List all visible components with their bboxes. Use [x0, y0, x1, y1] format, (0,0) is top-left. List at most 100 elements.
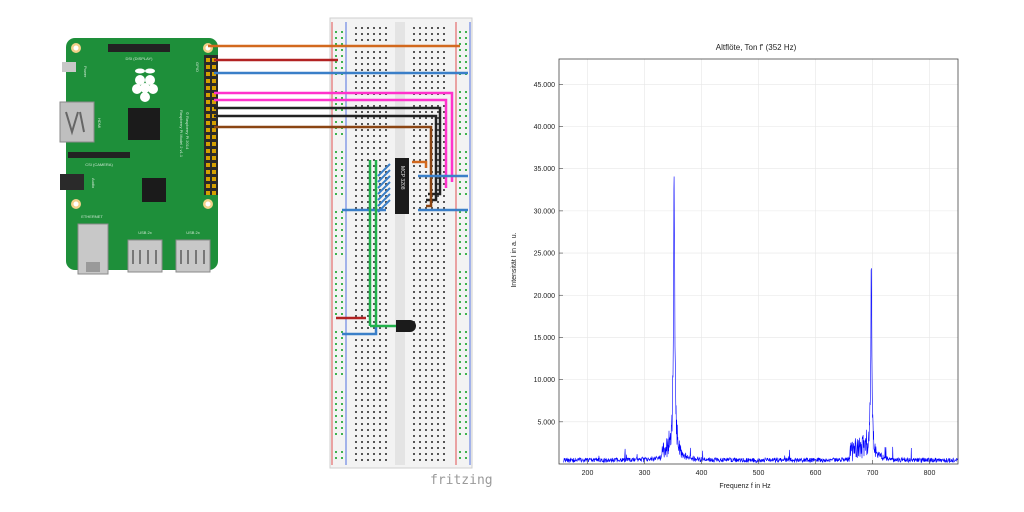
- breadboard-hole: [355, 309, 357, 311]
- breadboard-hole: [385, 213, 387, 215]
- breadboard-hole: [419, 39, 421, 41]
- breadboard-hole: [367, 165, 369, 167]
- breadboard-hole: [437, 195, 439, 197]
- breadboard-hole: [361, 453, 363, 455]
- breadboard-hole: [361, 357, 363, 359]
- breadboard-hole: [437, 393, 439, 395]
- x-tick-label: 500: [753, 470, 765, 477]
- breadboard-hole: [355, 297, 357, 299]
- breadboard-hole: [443, 273, 445, 275]
- gpio-pin: [206, 93, 210, 97]
- rail-hole: [465, 49, 467, 51]
- breadboard-hole: [379, 393, 381, 395]
- rail-hole: [459, 367, 461, 369]
- breadboard-hole: [367, 315, 369, 317]
- breadboard-hole: [431, 39, 433, 41]
- breadboard-hole: [419, 399, 421, 401]
- rail-hole: [335, 373, 337, 375]
- breadboard-hole: [367, 171, 369, 173]
- breadboard-hole: [413, 243, 415, 245]
- breadboard-hole: [413, 405, 415, 407]
- breadboard-hole: [425, 231, 427, 233]
- rail-hole: [465, 307, 467, 309]
- breadboard-hole: [379, 423, 381, 425]
- rail-hole: [335, 49, 337, 51]
- breadboard-hole: [361, 309, 363, 311]
- breadboard-hole: [419, 75, 421, 77]
- breadboard-hole: [425, 435, 427, 437]
- breadboard-hole: [413, 333, 415, 335]
- breadboard-hole: [379, 141, 381, 143]
- rail-hole: [341, 151, 343, 153]
- gpio-pin: [206, 79, 210, 83]
- rail-hole: [465, 421, 467, 423]
- breadboard-hole: [385, 39, 387, 41]
- breadboard-hole: [373, 225, 375, 227]
- breadboard-hole: [379, 225, 381, 227]
- rail-hole: [335, 433, 337, 435]
- wire-magenta-2: [214, 98, 448, 188]
- breadboard-hole: [361, 273, 363, 275]
- rail-hole: [465, 283, 467, 285]
- breadboard-hole: [367, 33, 369, 35]
- x-tick-label: 800: [924, 470, 936, 477]
- rail-hole: [335, 457, 337, 459]
- breadboard-hole: [431, 243, 433, 245]
- breadboard-hole: [443, 441, 445, 443]
- rail-hole: [335, 451, 337, 453]
- breadboard-hole: [437, 201, 439, 203]
- breadboard-hole: [443, 297, 445, 299]
- gpio-pin: [212, 128, 216, 132]
- breadboard-hole: [355, 399, 357, 401]
- breadboard-hole: [355, 165, 357, 167]
- breadboard-hole: [425, 39, 427, 41]
- breadboard-hole: [431, 123, 433, 125]
- breadboard-hole: [443, 51, 445, 53]
- breadboard-hole: [419, 339, 421, 341]
- breadboard-hole: [367, 267, 369, 269]
- breadboard-hole: [419, 123, 421, 125]
- breadboard-hole: [443, 327, 445, 329]
- breadboard-hole: [419, 135, 421, 137]
- rail-hole: [341, 103, 343, 105]
- breadboard-hole: [413, 159, 415, 161]
- breadboard-hole: [413, 135, 415, 137]
- gpio-pin: [206, 149, 210, 153]
- breadboard-hole: [385, 327, 387, 329]
- rail-hole: [465, 151, 467, 153]
- rail-hole: [459, 415, 461, 417]
- breadboard-hole: [361, 129, 363, 131]
- breadboard-hole: [355, 363, 357, 365]
- rail-hole: [335, 157, 337, 159]
- breadboard-hole: [413, 345, 415, 347]
- breadboard-hole: [437, 399, 439, 401]
- breadboard-hole: [413, 141, 415, 143]
- breadboard-hole: [419, 225, 421, 227]
- gpio-pin: [212, 135, 216, 139]
- breadboard-hole: [413, 375, 415, 377]
- breadboard-hole: [443, 381, 445, 383]
- breadboard-hole: [379, 69, 381, 71]
- breadboard-hole: [425, 153, 427, 155]
- breadboard-hole: [355, 87, 357, 89]
- breadboard-hole: [419, 417, 421, 419]
- rail-hole: [465, 343, 467, 345]
- breadboard-hole: [437, 63, 439, 65]
- breadboard-hole: [431, 423, 433, 425]
- breadboard-hole: [373, 363, 375, 365]
- breadboard-hole: [425, 195, 427, 197]
- rail-hole: [341, 433, 343, 435]
- x-tick-label: 300: [639, 470, 651, 477]
- rail-hole: [335, 307, 337, 309]
- breadboard-hole: [425, 351, 427, 353]
- breadboard-hole: [355, 411, 357, 413]
- breadboard-hole: [425, 171, 427, 173]
- rail-hole: [335, 235, 337, 237]
- breadboard-hole: [413, 63, 415, 65]
- breadboard-hole: [431, 219, 433, 221]
- breadboard-hole: [367, 51, 369, 53]
- breadboard-hole: [367, 363, 369, 365]
- breadboard-hole: [379, 459, 381, 461]
- breadboard-hole: [385, 87, 387, 89]
- y-axis-ticks: 5.000 10.000 15.000 20.000 25.000 30.000 35.00…: [534, 82, 563, 426]
